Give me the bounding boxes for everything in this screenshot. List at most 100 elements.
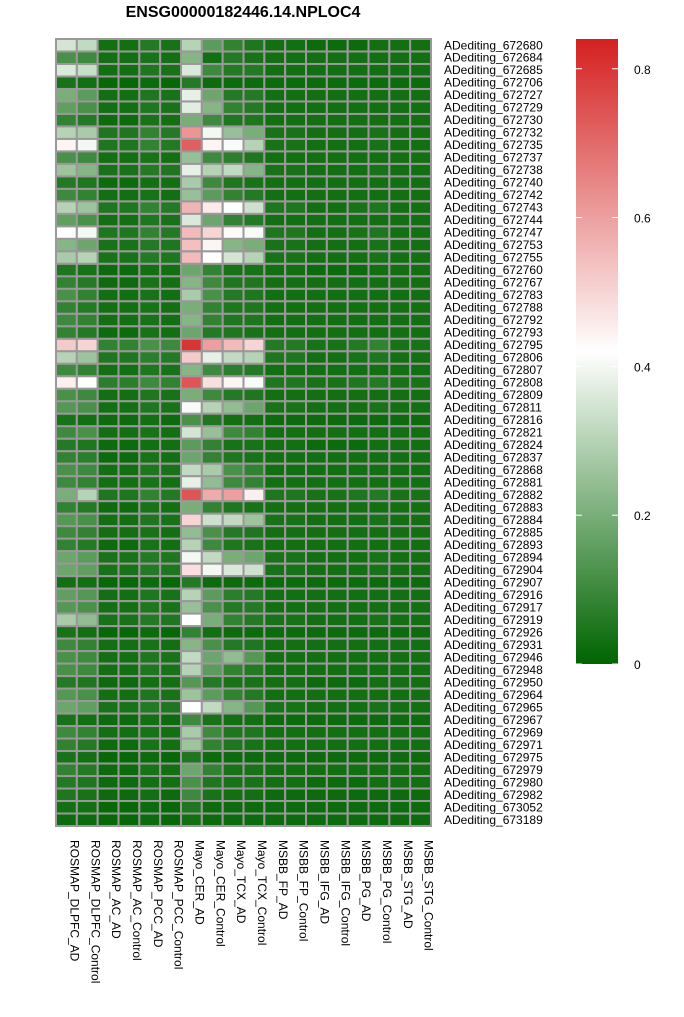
heatmap-cell	[221, 362, 245, 378]
heatmap-cell	[180, 725, 203, 740]
heatmap-cell	[242, 38, 266, 53]
heatmap-cell	[409, 150, 433, 165]
heatmap-cell	[409, 575, 433, 590]
heatmap-cell	[159, 500, 182, 515]
heatmap-cell	[284, 325, 308, 340]
heatmap-cell	[325, 450, 349, 465]
heatmap-cell	[200, 625, 224, 640]
heatmap-cell	[221, 600, 245, 615]
heatmap-cell	[346, 450, 370, 465]
heatmap-cell	[242, 75, 266, 90]
heatmap-cell	[346, 62, 370, 78]
heatmap-cell	[221, 575, 245, 590]
row-label: ADediting_672821	[444, 426, 543, 440]
heatmap-cell	[200, 575, 224, 590]
heatmap-cell	[96, 150, 120, 165]
heatmap-cell	[55, 675, 78, 690]
heatmap-cell	[305, 637, 328, 653]
heatmap-cell	[55, 650, 78, 665]
heatmap-cell	[346, 750, 370, 765]
heatmap-cell	[242, 587, 266, 603]
heatmap-cell	[96, 525, 120, 540]
heatmap-cell	[325, 712, 349, 728]
heatmap-cell	[180, 587, 203, 603]
heatmap-cell	[75, 500, 99, 515]
heatmap-cell	[117, 500, 141, 515]
heatmap-cell	[75, 87, 99, 103]
heatmap-cell	[55, 300, 78, 315]
heatmap-cell	[117, 400, 141, 415]
heatmap-cell	[159, 137, 182, 153]
column-label: Mayo_CER_Control	[213, 840, 227, 947]
heatmap-cell	[96, 725, 120, 740]
heatmap-cell	[346, 562, 370, 578]
heatmap-cell	[138, 675, 162, 690]
heatmap-cell	[388, 650, 412, 665]
heatmap-cell	[388, 325, 412, 340]
heatmap-cell	[346, 625, 370, 640]
heatmap-cell	[138, 775, 162, 790]
heatmap-cell	[409, 750, 433, 765]
heatmap-cell	[159, 700, 182, 715]
heatmap-cell	[388, 362, 412, 378]
heatmap-cell	[409, 725, 433, 740]
heatmap-cell	[325, 162, 349, 178]
heatmap-cell	[367, 425, 391, 440]
heatmap-cell	[409, 212, 433, 228]
heatmap-cell	[305, 250, 328, 265]
row-label: ADediting_672964	[444, 688, 543, 702]
heatmap-cell	[325, 525, 349, 540]
heatmap-cell	[388, 150, 412, 165]
heatmap-cell	[242, 550, 266, 565]
heatmap-cell	[55, 575, 78, 590]
heatmap-cell	[388, 587, 412, 603]
heatmap-cell	[367, 637, 391, 653]
legend-tick-label: 0.6	[634, 212, 651, 226]
heatmap-cell	[96, 287, 120, 303]
heatmap-cell	[75, 412, 99, 428]
heatmap-cell	[138, 38, 162, 53]
heatmap-cell	[305, 425, 328, 440]
heatmap-cell	[75, 325, 99, 340]
heatmap-cell	[75, 237, 99, 253]
heatmap-cell	[117, 575, 141, 590]
heatmap-cell	[221, 587, 245, 603]
heatmap-cell	[263, 687, 287, 703]
row-label: ADediting_672950	[444, 675, 543, 689]
heatmap-cell	[263, 112, 287, 128]
heatmap-cell	[96, 250, 120, 265]
heatmap-cell	[138, 500, 162, 515]
heatmap-cell	[284, 550, 308, 565]
heatmap-cell	[221, 487, 245, 503]
heatmap-cell	[409, 562, 433, 578]
heatmap-cell	[200, 750, 224, 765]
heatmap-cell	[263, 400, 287, 415]
heatmap-cell	[242, 812, 266, 828]
heatmap-cell	[242, 125, 266, 140]
heatmap-cell	[159, 175, 182, 190]
heatmap-cell	[346, 350, 370, 365]
heatmap-cell	[263, 662, 287, 678]
heatmap-cell	[409, 262, 433, 278]
heatmap-cell	[221, 462, 245, 478]
heatmap-cell	[409, 362, 433, 378]
heatmap-cell	[200, 87, 224, 103]
heatmap-cell	[305, 562, 328, 578]
heatmap-cell	[96, 275, 120, 290]
heatmap-cell	[242, 462, 266, 478]
heatmap-cell	[159, 650, 182, 665]
row-label: ADediting_672755	[444, 251, 543, 265]
heatmap-cell	[221, 550, 245, 565]
heatmap-cell	[200, 700, 224, 715]
heatmap-cell	[138, 112, 162, 128]
heatmap-cell	[55, 500, 78, 515]
heatmap-cell	[263, 462, 287, 478]
heatmap-cell	[346, 800, 370, 815]
heatmap-cell	[367, 212, 391, 228]
heatmap-cell	[221, 375, 245, 390]
heatmap-cell	[263, 137, 287, 153]
heatmap-cell	[138, 762, 162, 778]
heatmap-cell	[263, 62, 287, 78]
heatmap-cell	[200, 100, 224, 115]
heatmap-cell	[284, 625, 308, 640]
